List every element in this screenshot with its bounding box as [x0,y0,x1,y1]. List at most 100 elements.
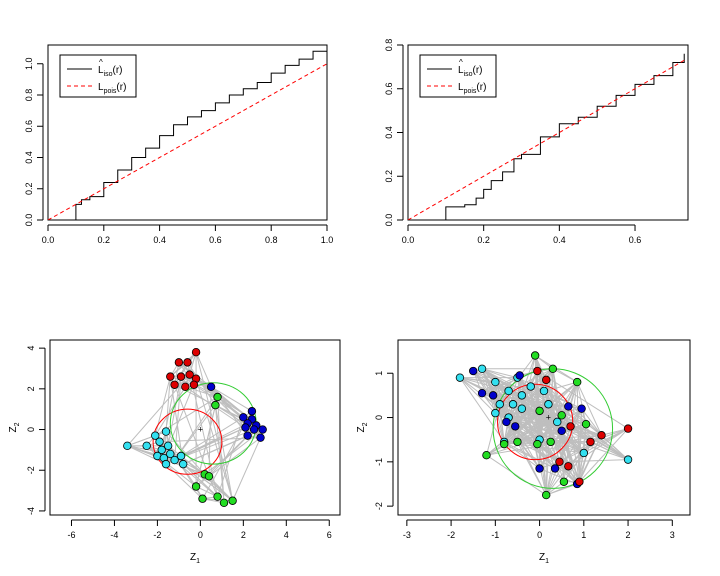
network-edge [214,405,234,501]
network-edge [561,415,565,482]
node-red [575,477,584,486]
network-edge [204,429,263,475]
network-edge [210,386,253,412]
network-edge [559,459,629,463]
network-edge [581,408,602,436]
y-tick-label: 0.6 [384,82,394,95]
node-blue [535,464,544,473]
network-edge [590,428,629,443]
node-green [191,482,201,491]
network-edge [504,441,551,445]
network-edge [486,434,602,456]
network-edge [567,441,591,467]
x-tick-label: 1.0 [321,235,334,245]
node-cyan [623,455,633,464]
node-cyan [477,364,487,373]
legend-label-main: L [458,82,464,93]
x-tick-label: 0.6 [209,235,222,245]
x-tick-label: -1 [491,530,499,540]
node-cyan [176,451,186,461]
legend-label-sub: pois [464,88,477,95]
network-edge [459,377,505,443]
node-red [191,348,201,357]
node-red [597,431,606,440]
node-cyan [579,448,589,458]
x-tick-label: -2 [447,530,455,540]
node-red [623,424,633,433]
y-axis-label-main: Z [356,426,367,432]
node-green [546,437,555,447]
node-cyan [517,391,527,400]
y-axis-label: Z2 [356,422,369,432]
node-red [166,372,175,381]
node-green [557,411,566,420]
node-green [204,472,214,481]
y-tick-label: 0.2 [384,170,394,183]
network-edge [195,352,234,501]
network-edge [578,408,583,482]
node-green [533,439,542,449]
node-cyan [553,417,562,427]
node-cyan [491,408,500,418]
node-blue [502,417,511,427]
network-edge [537,441,591,445]
y-tick-label: -1 [374,458,384,466]
network-edge [481,368,518,379]
node-red [586,437,595,447]
network-edge [545,423,587,496]
legend-box [419,54,497,98]
network-edge [505,421,540,469]
node-red [176,372,186,381]
network-edge [545,368,554,496]
y-tick-label: 0.8 [24,89,34,102]
network-edge [545,381,578,496]
network-edge [232,437,261,501]
node-cyan [123,441,132,451]
node-green [198,494,207,503]
node-red [181,382,190,392]
network-edge [545,465,569,496]
network-edge [459,377,496,414]
node-blue [557,426,566,436]
network-edge [174,384,210,477]
node-cyan [504,386,513,396]
x-tick-label: 0 [537,530,542,540]
x-tick-label: 1 [581,530,586,540]
plot-frame [49,339,341,516]
cluster-center-marker: + [198,425,203,435]
x-tick-label: 0.2 [98,235,111,245]
x-tick-label: 4 [284,530,289,540]
node-blue [249,425,259,434]
node-cyan [526,382,535,391]
node-red [564,462,573,471]
node-blue [515,371,524,380]
network-edge [195,352,212,388]
network-edge [536,443,565,483]
node-green [548,364,558,373]
legend-label-main: L [458,65,464,76]
y-tick-label: 0.6 [24,120,34,133]
x-axis-label-sub: 1 [545,558,549,565]
node-green [530,351,540,360]
plot-frame [47,44,328,221]
legend-label-tail: (r) [113,65,123,76]
y-axis-label: Z2 [8,422,21,432]
y-tick-label: 4 [26,346,36,351]
y-tick-label: 0 [26,427,36,432]
x-tick-label: 0.0 [42,235,55,245]
network-edge [472,370,509,392]
node-blue [550,464,560,473]
node-cyan [155,437,164,446]
node-green [499,439,509,449]
network-edge [576,381,587,425]
node-blue [469,366,478,376]
node-cyan [142,441,151,451]
network-edge [174,376,182,461]
node-blue [239,413,248,422]
network-edge [503,414,562,445]
node-cyan [508,400,518,409]
cluster-center-marker: + [546,413,551,423]
x-tick-label: 0.0 [402,235,415,245]
legend-label: Lpois(r) [98,82,126,95]
